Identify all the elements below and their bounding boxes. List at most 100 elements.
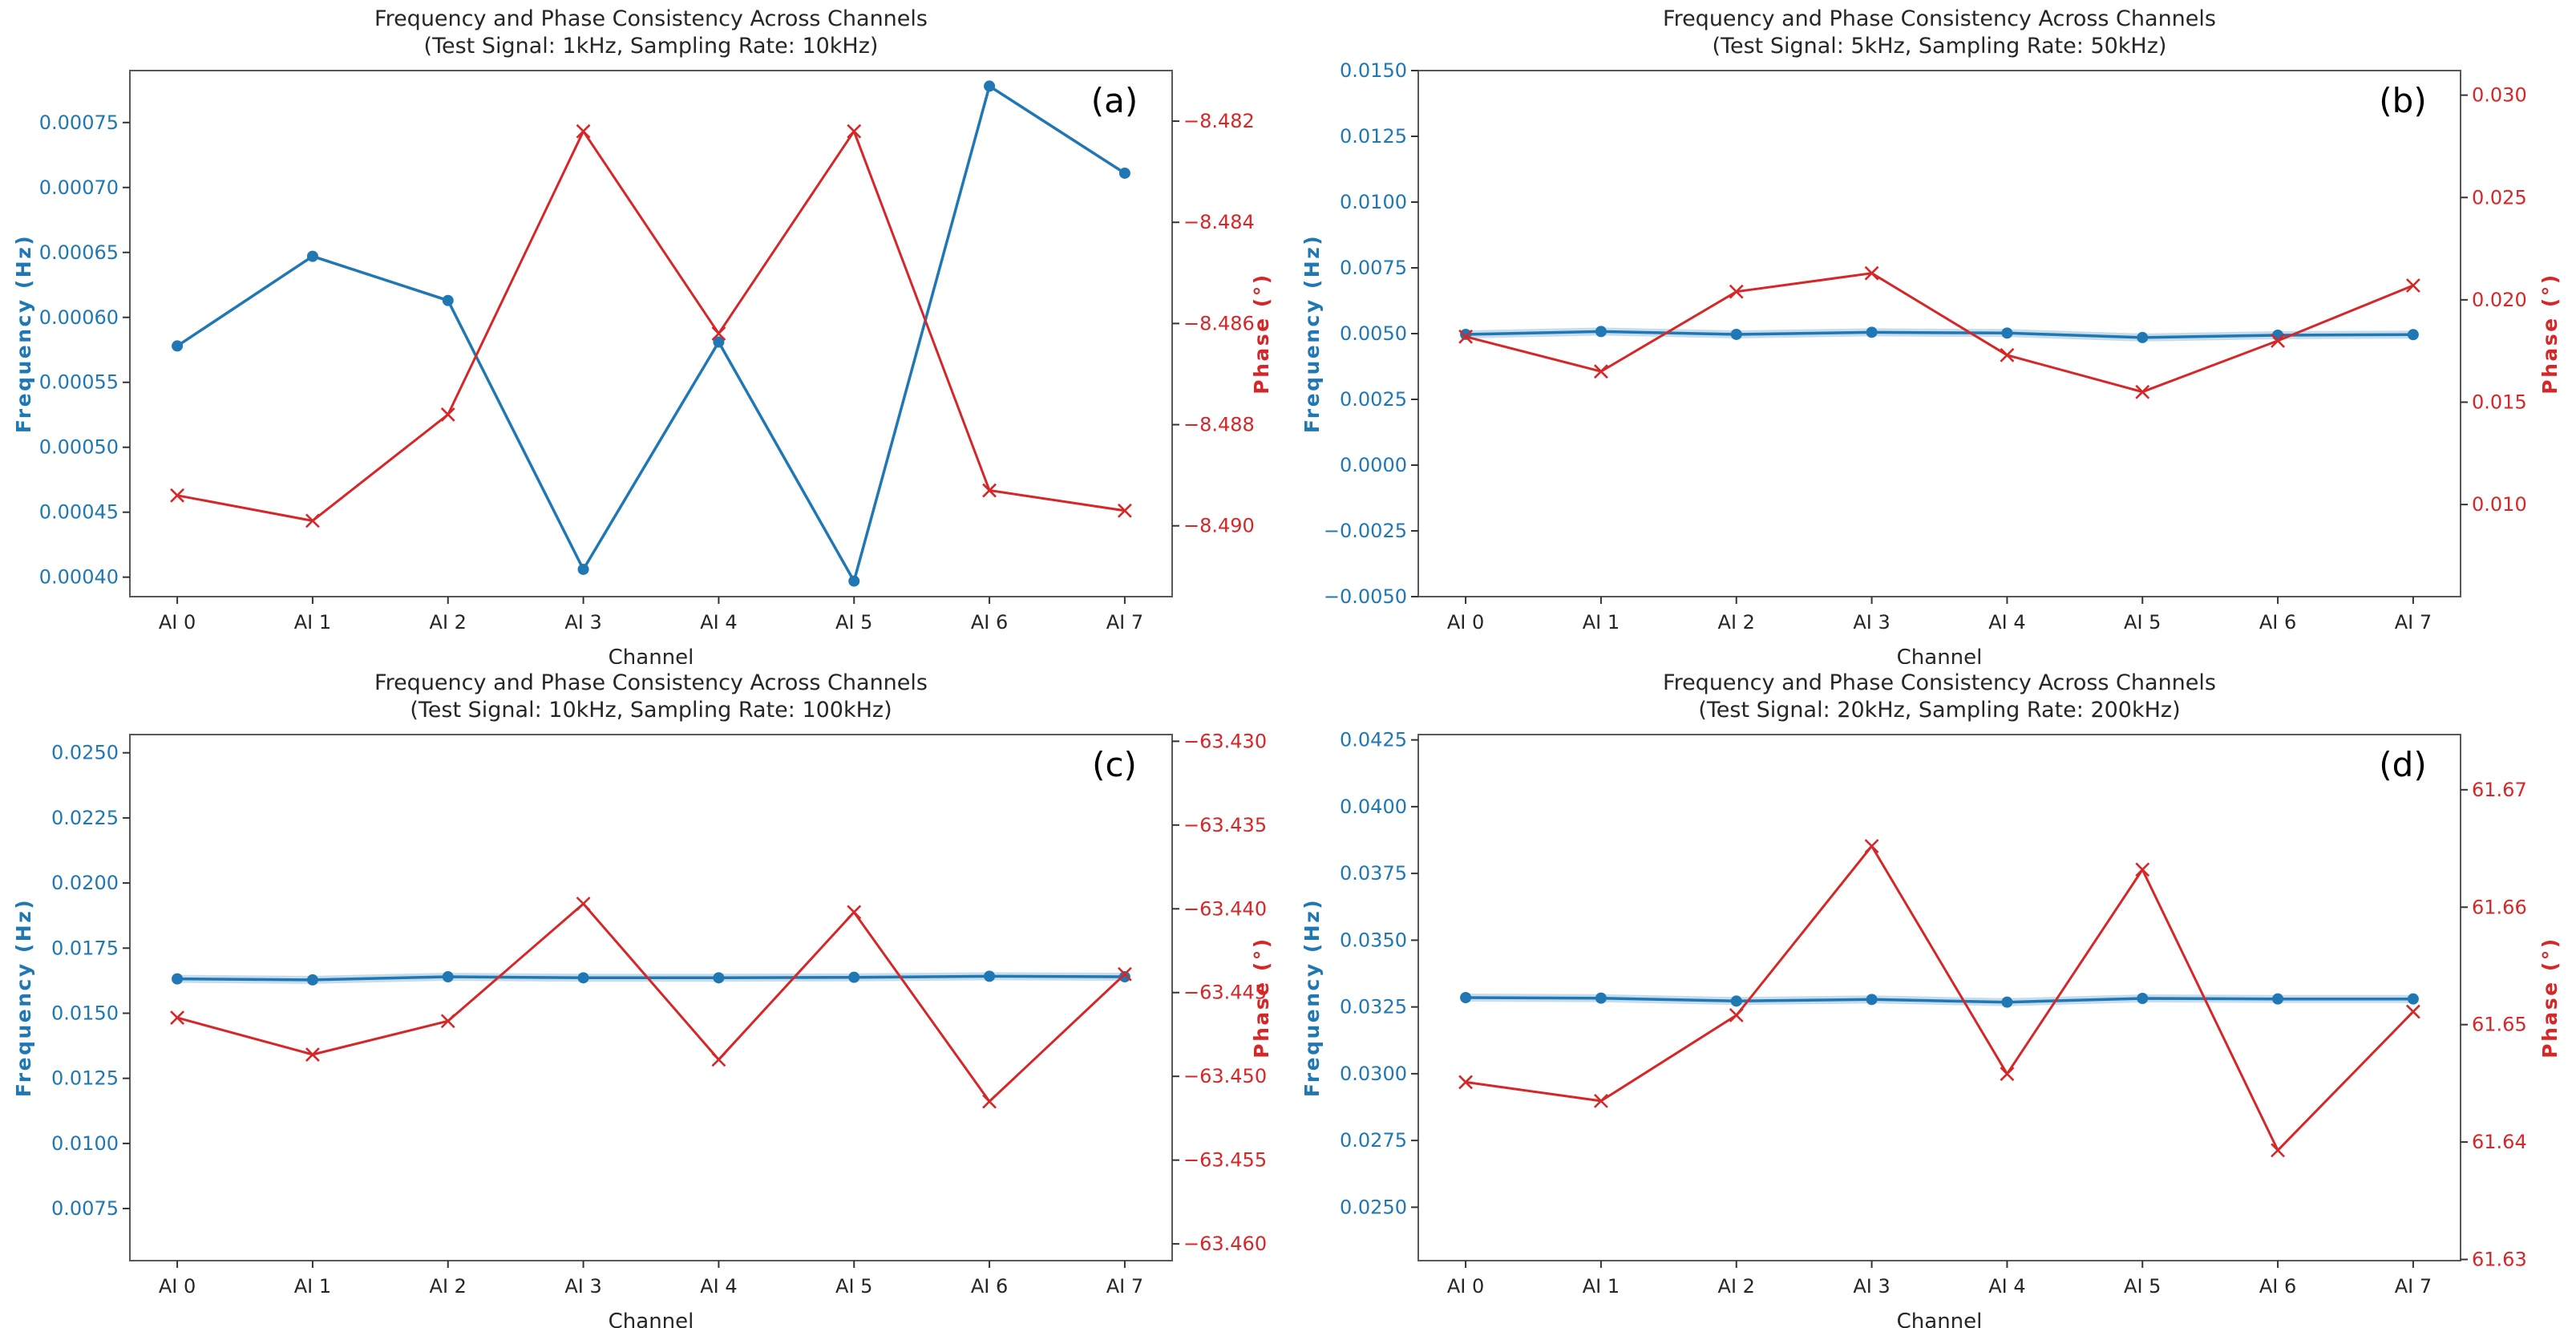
left-axis-ticks: 0.0250 0.0225 0.0200 0.0175 0.0150 0.0125 0.01… — [51, 742, 130, 1220]
left-tick-label: 0.0075 — [51, 1197, 119, 1220]
chart-a-svg: Frequency and Phase Consistency Across C… — [12, 6, 1273, 664]
phase-point-marker — [2271, 1143, 2285, 1158]
right-tick-label: −63.445 — [1183, 982, 1267, 1004]
left-tick-label: 0.0100 — [51, 1132, 119, 1155]
chart-title: Frequency and Phase Consistency Across C… — [1663, 6, 2216, 31]
left-tick-label: 0.00065 — [39, 241, 119, 264]
phase-point-marker — [1458, 329, 1474, 344]
right-tick-label: −63.440 — [1183, 897, 1267, 920]
left-tick-label: 0.0250 — [1340, 1196, 1407, 1218]
x-tick-label: AI 5 — [835, 611, 872, 634]
left-tick-label: −0.0025 — [1324, 520, 1407, 542]
panel-letter: (c) — [1092, 745, 1137, 784]
left-tick-label: 0.00060 — [39, 306, 119, 329]
chart-b-svg: Frequency and Phase Consistency Across C… — [1300, 6, 2562, 664]
chart-panel-a: Frequency and Phase Consistency Across C… — [0, 0, 1288, 664]
left-tick-label: 0.00050 — [39, 436, 119, 459]
right-axis-ticks: 0.030 0.025 0.020 0.015 0.010 — [2461, 84, 2527, 516]
left-tick-label: 0.0350 — [1340, 929, 1407, 951]
frequency-point-marker — [2137, 992, 2149, 1004]
right-tick-label: −63.460 — [1183, 1233, 1267, 1255]
right-tick-label: −63.430 — [1183, 730, 1267, 752]
phase-point-marker — [982, 1094, 997, 1109]
phase-point-marker — [2000, 1067, 2015, 1082]
right-axis-ticks: −8.482 −8.484 −8.486 −8.488 −8.490 — [1172, 110, 1255, 537]
chart-title: Frequency and Phase Consistency Across C… — [374, 6, 928, 31]
right-tick-label: 61.64 — [2472, 1131, 2527, 1153]
x-tick-label: AI 1 — [294, 611, 331, 634]
right-tick-label: −8.490 — [1183, 515, 1255, 537]
left-tick-label: 0.0325 — [1340, 996, 1407, 1018]
phase-line — [176, 130, 1126, 522]
right-tick-label: −63.455 — [1183, 1149, 1267, 1172]
frequency-line — [1466, 996, 2413, 1004]
left-tick-label: 0.0150 — [51, 1002, 119, 1024]
x-tick-label: AI 6 — [2259, 611, 2296, 634]
phase-point-marker — [847, 123, 862, 139]
left-tick-label: 0.0075 — [1340, 257, 1407, 279]
right-tick-label: −63.435 — [1183, 814, 1267, 836]
phase-series — [170, 123, 1132, 528]
left-tick-label: 0.0050 — [1340, 322, 1407, 345]
x-tick-label: AI 6 — [2259, 1275, 2296, 1298]
phase-series — [1458, 839, 2420, 1158]
right-axis-label: Phase (°) — [2538, 937, 2562, 1058]
phase-point-marker — [1117, 503, 1132, 518]
x-tick-label: AI 7 — [2395, 611, 2432, 634]
frequency-point-marker — [172, 340, 184, 352]
frequency-point-marker — [984, 80, 996, 92]
x-tick-label: AI 5 — [835, 1275, 872, 1298]
frequency-point-marker — [172, 973, 184, 985]
left-tick-label: 0.0225 — [51, 807, 119, 829]
x-tick-label: AI 3 — [1853, 611, 1890, 634]
x-tick-label: AI 0 — [159, 1275, 196, 1298]
x-axis-ticks: AI 0 AI 1 AI 2 AI 3 AI 4 AI 5 AI 6 AI 7 — [1447, 597, 2432, 634]
phase-point-marker — [711, 1052, 726, 1067]
frequency-point-marker — [1730, 995, 1742, 1007]
frequency-point-marker — [2407, 329, 2419, 341]
x-tick-label: AI 5 — [2124, 611, 2161, 634]
left-tick-label: 0.0250 — [51, 742, 119, 764]
left-tick-label: 0.0000 — [1340, 454, 1407, 476]
right-tick-label: −8.486 — [1183, 312, 1255, 334]
x-tick-label: AI 2 — [1718, 1275, 1755, 1298]
chart-d-svg: Frequency and Phase Consistency Across C… — [1300, 670, 2562, 1328]
left-tick-label: 0.00070 — [39, 176, 119, 199]
left-tick-label: 0.00055 — [39, 371, 119, 394]
x-tick-label: AI 2 — [1718, 611, 1755, 634]
left-tick-label: 0.0400 — [1340, 796, 1407, 818]
phase-point-marker — [711, 326, 726, 341]
x-axis-ticks: AI 0 AI 1 AI 2 AI 3 AI 4 AI 5 AI 6 AI 7 — [1447, 1261, 2432, 1298]
frequency-point-marker — [1595, 992, 1607, 1004]
frequency-line — [1466, 330, 2413, 339]
frequency-point-marker — [306, 250, 318, 262]
x-tick-label: AI 0 — [1447, 611, 1484, 634]
frequency-point-marker — [577, 972, 589, 984]
x-axis-label: Channel — [609, 1310, 694, 1328]
x-tick-label: AI 6 — [971, 1275, 1008, 1298]
left-axis-label: Frequency (Hz) — [1300, 234, 1324, 433]
left-axis-ticks: 0.0425 0.0400 0.0375 0.0350 0.0325 0.0300 0.02… — [1340, 729, 1418, 1218]
chart-c-svg: Frequency and Phase Consistency Across C… — [12, 670, 1273, 1328]
right-tick-label: 0.020 — [2472, 289, 2527, 311]
right-axis-label: Phase (°) — [1250, 937, 1273, 1058]
frequency-point-marker — [2407, 993, 2419, 1005]
frequency-point-marker — [442, 971, 454, 983]
frequency-point-marker — [2272, 993, 2284, 1005]
left-tick-label: 0.0150 — [1340, 59, 1407, 82]
phase-point-marker — [170, 1010, 185, 1025]
left-tick-label: 0.0100 — [1340, 191, 1407, 213]
chart-panel-b: Frequency and Phase Consistency Across C… — [1288, 0, 2576, 664]
x-tick-label: AI 5 — [2124, 1275, 2161, 1298]
frequency-point-marker — [984, 970, 996, 982]
phase-line — [176, 902, 1126, 1103]
frequency-point-marker — [1866, 326, 1878, 338]
frequency-point-marker — [2001, 996, 2013, 1008]
x-tick-label: AI 4 — [700, 1275, 737, 1298]
frequency-point-marker — [2001, 327, 2013, 339]
left-tick-label: 0.00075 — [39, 111, 119, 134]
right-tick-label: 61.63 — [2472, 1249, 2527, 1271]
right-tick-label: 0.010 — [2472, 493, 2527, 516]
left-tick-label: 0.0175 — [51, 937, 119, 959]
x-axis-label: Channel — [609, 646, 694, 664]
